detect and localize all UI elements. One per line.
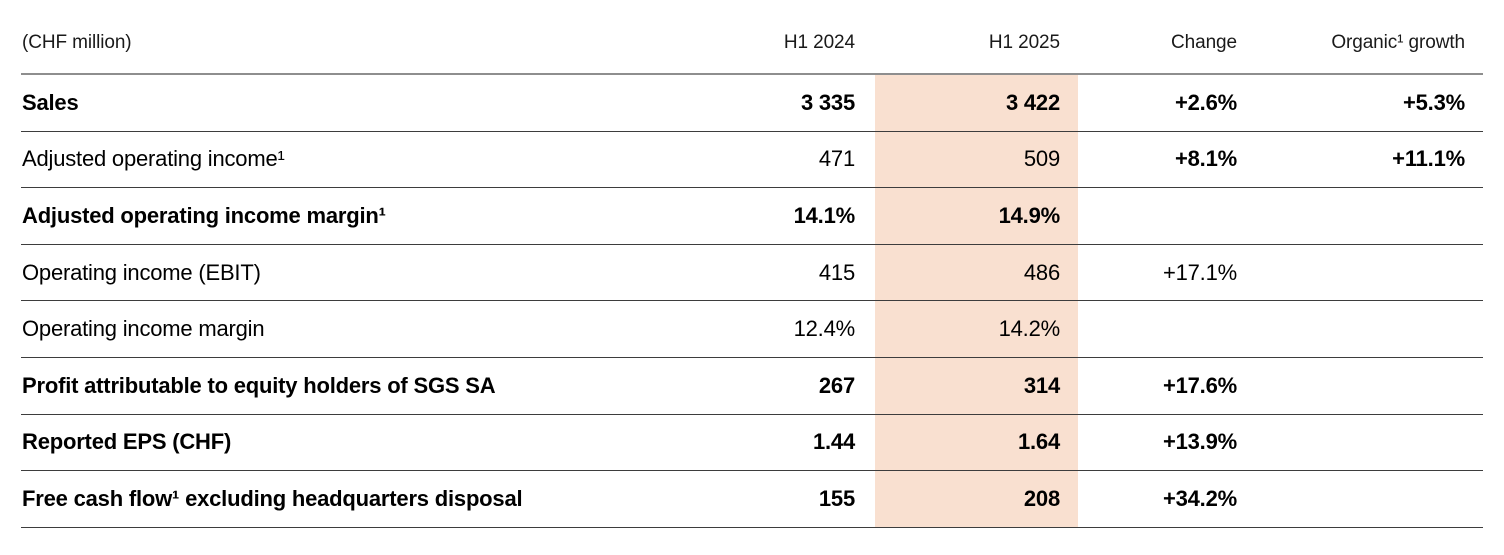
table-row: Adjusted operating income margin¹ 14.1% … — [21, 188, 1483, 245]
table-row: Free cash flow¹ excluding headquarters d… — [21, 471, 1483, 528]
table-row: Reported EPS (CHF) 1.44 1.64 +13.9% — [21, 414, 1483, 472]
h1-2025-value: 208 — [875, 471, 1078, 527]
organic-growth-value: +11.1% — [1392, 146, 1465, 172]
table-header-row: (CHF million) H1 2024 H1 2025 Change Org… — [21, 0, 1483, 75]
organic-growth-value — [1255, 358, 1483, 414]
row-label: Operating income margin — [22, 316, 265, 342]
unit-label: (CHF million) — [22, 31, 132, 53]
h1-2024-value: 155 — [818, 485, 855, 511]
h1-2024-value: 12.4% — [793, 316, 856, 342]
row-label: Reported EPS (CHF) — [22, 429, 232, 455]
h1-2025-value: 509 — [875, 131, 1078, 188]
h1-2025-value: 1.64 — [875, 414, 1078, 471]
table-body: Sales 3 335 3 422 +2.6% +5.3% Adjusted o… — [21, 75, 1483, 528]
h1-2025-value: 3 422 — [875, 75, 1078, 131]
change-value — [1078, 188, 1255, 244]
table-row: Operating income margin 12.4% 14.2% — [21, 301, 1483, 358]
change-value: +17.1% — [1162, 259, 1237, 285]
organic-growth-value — [1255, 415, 1483, 471]
change-value — [1078, 301, 1255, 357]
row-label: Adjusted operating income margin¹ — [22, 202, 386, 228]
h1-2024-value: 1.44 — [812, 429, 855, 455]
change-value: +8.1% — [1175, 146, 1237, 172]
h1-2025-value: 14.2% — [875, 301, 1078, 357]
financial-highlights-table: (CHF million) H1 2024 H1 2025 Change Org… — [21, 0, 1483, 528]
h1-2025-value: 14.9% — [875, 188, 1078, 244]
change-value: +13.9% — [1162, 429, 1237, 455]
organic-growth-value: +5.3% — [1403, 89, 1465, 115]
column-header-organic-growth: Organic¹ growth — [1331, 31, 1465, 53]
column-header-h1-2024: H1 2024 — [783, 31, 855, 53]
organic-growth-value — [1255, 301, 1483, 357]
h1-2024-value: 267 — [818, 372, 855, 398]
row-label: Profit attributable to equity holders of… — [22, 372, 496, 398]
organic-growth-value — [1255, 245, 1483, 301]
organic-growth-value — [1255, 188, 1483, 244]
row-label: Free cash flow¹ excluding headquarters d… — [22, 485, 523, 511]
h1-2024-value: 3 335 — [800, 89, 855, 115]
organic-growth-value — [1255, 471, 1483, 527]
column-header-change: Change — [1171, 31, 1237, 53]
h1-2025-value: 486 — [875, 244, 1078, 301]
h1-2024-value: 14.1% — [793, 202, 856, 228]
table-row: Profit attributable to equity holders of… — [21, 357, 1483, 415]
row-label: Operating income (EBIT) — [22, 259, 261, 285]
h1-2025-value: 314 — [875, 357, 1078, 414]
row-label: Adjusted operating income¹ — [22, 146, 285, 172]
table-row: Sales 3 335 3 422 +2.6% +5.3% — [21, 75, 1483, 132]
change-value: +34.2% — [1162, 485, 1237, 511]
h1-2024-value: 415 — [818, 259, 855, 285]
h1-2024-value: 471 — [818, 146, 855, 172]
change-value: +17.6% — [1162, 372, 1237, 398]
column-header-h1-2025: H1 2025 — [988, 31, 1060, 53]
table-row: Operating income (EBIT) 415 486 +17.1% — [21, 244, 1483, 302]
change-value: +2.6% — [1175, 89, 1237, 115]
row-label: Sales — [22, 89, 79, 115]
table-row: Adjusted operating income¹ 471 509 +8.1%… — [21, 131, 1483, 189]
